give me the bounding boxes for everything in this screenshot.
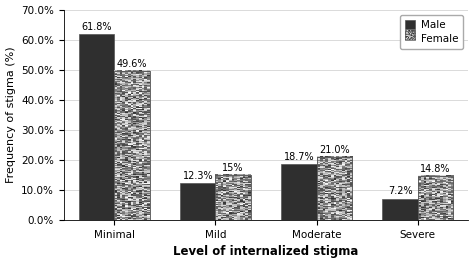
Bar bbox=[114, 71, 150, 220]
Y-axis label: Frequency of stigma (%): Frequency of stigma (%) bbox=[6, 46, 16, 183]
Legend: Male, Female: Male, Female bbox=[400, 15, 463, 49]
Text: 15%: 15% bbox=[222, 163, 244, 173]
Text: 61.8%: 61.8% bbox=[82, 22, 112, 32]
Bar bbox=[317, 157, 352, 220]
Text: 49.6%: 49.6% bbox=[117, 59, 147, 69]
Text: 18.7%: 18.7% bbox=[283, 152, 314, 162]
Text: 12.3%: 12.3% bbox=[182, 171, 213, 181]
Bar bbox=[418, 176, 453, 220]
Bar bbox=[114, 71, 150, 220]
Bar bbox=[317, 157, 352, 220]
Bar bbox=[281, 164, 317, 220]
Text: 7.2%: 7.2% bbox=[388, 186, 412, 196]
Bar bbox=[216, 175, 251, 220]
Bar bbox=[383, 199, 418, 220]
Text: 21.0%: 21.0% bbox=[319, 145, 350, 155]
Bar bbox=[216, 175, 251, 220]
Bar bbox=[79, 34, 114, 220]
Text: 14.8%: 14.8% bbox=[420, 163, 451, 173]
X-axis label: Level of internalized stigma: Level of internalized stigma bbox=[173, 246, 359, 258]
Bar bbox=[180, 183, 216, 220]
Bar bbox=[418, 176, 453, 220]
